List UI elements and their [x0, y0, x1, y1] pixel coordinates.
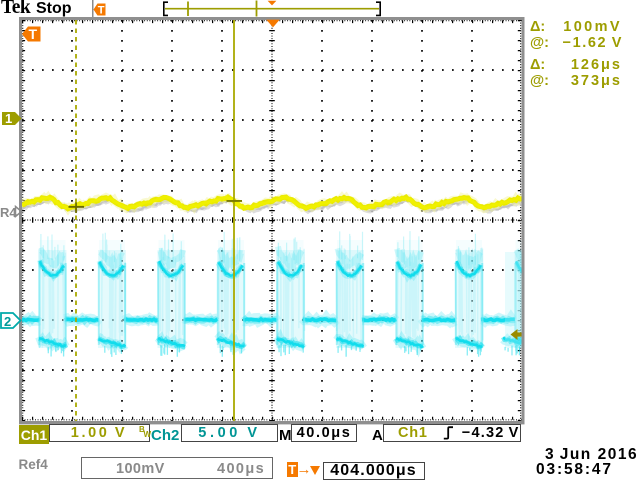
svg-text:T: T: [29, 26, 38, 42]
svg-text:1: 1: [5, 111, 12, 126]
svg-text:R4: R4: [0, 205, 17, 220]
svg-text:T: T: [98, 5, 105, 17]
svg-text:2: 2: [4, 314, 11, 329]
